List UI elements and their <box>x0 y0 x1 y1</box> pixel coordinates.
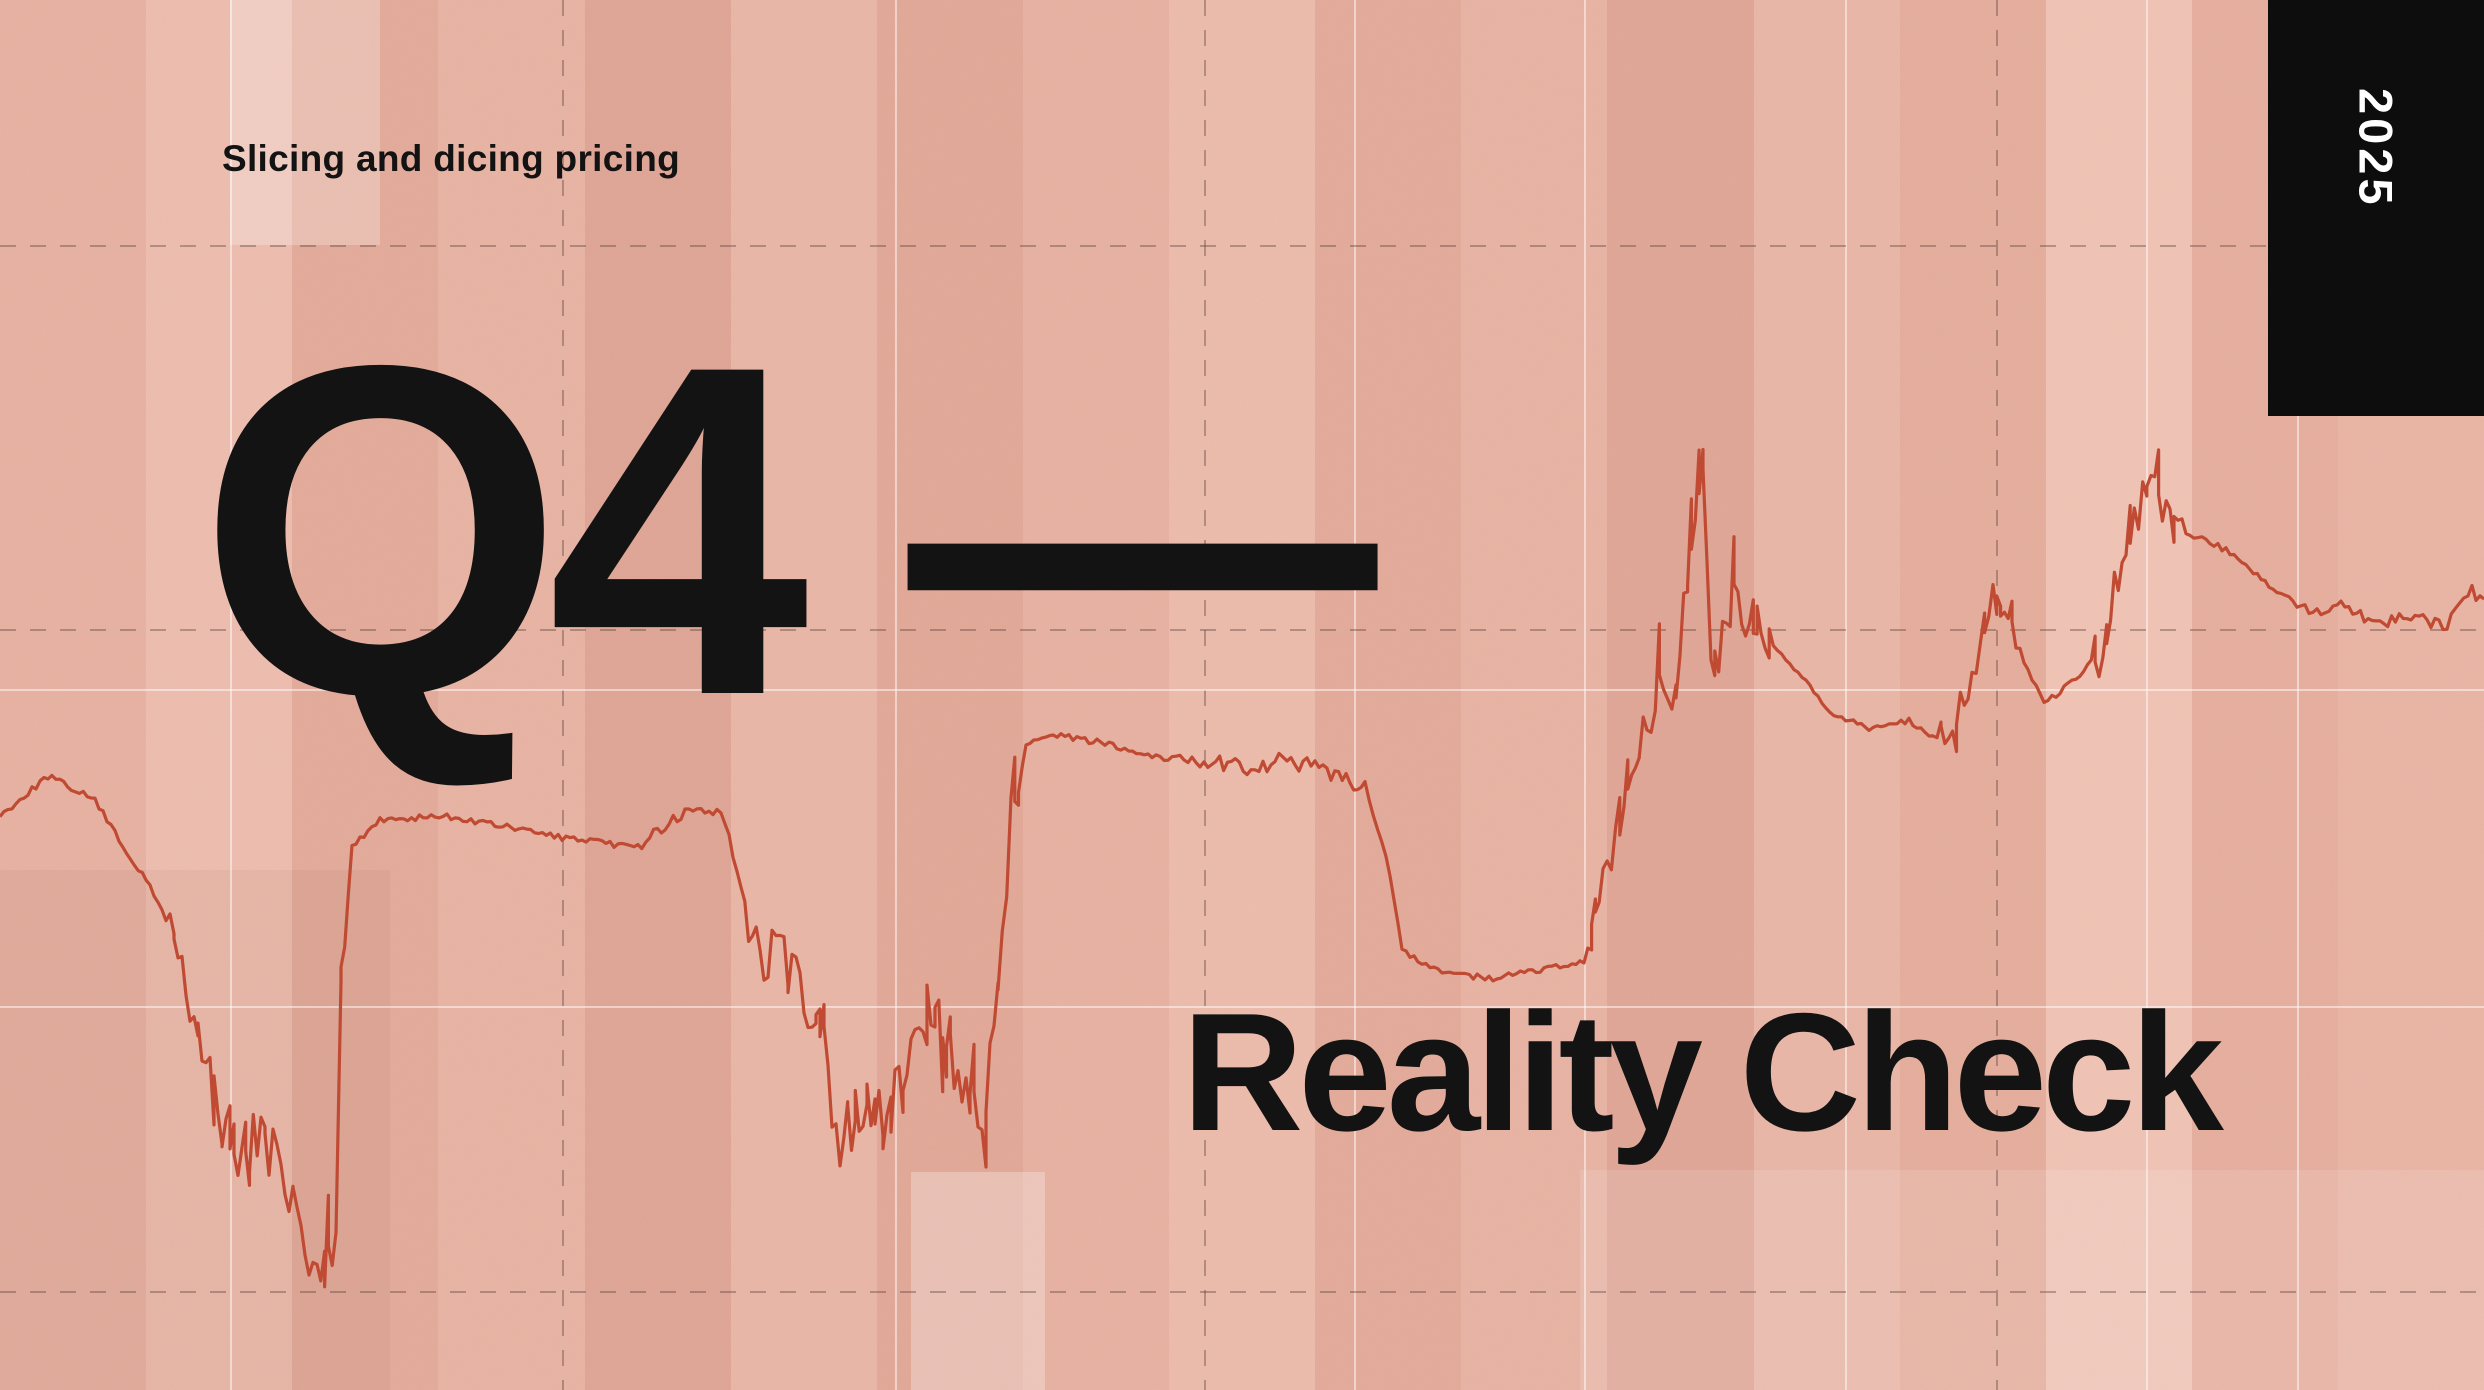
subtitle-title: Reality Check <box>1182 978 2224 1166</box>
year-badge-label: 2025 <box>2349 88 2403 209</box>
kicker-label: Slicing and dicing pricing <box>222 138 680 179</box>
headline-title: Q4 — <box>198 268 1378 793</box>
year-badge: 2025 <box>2268 0 2484 416</box>
